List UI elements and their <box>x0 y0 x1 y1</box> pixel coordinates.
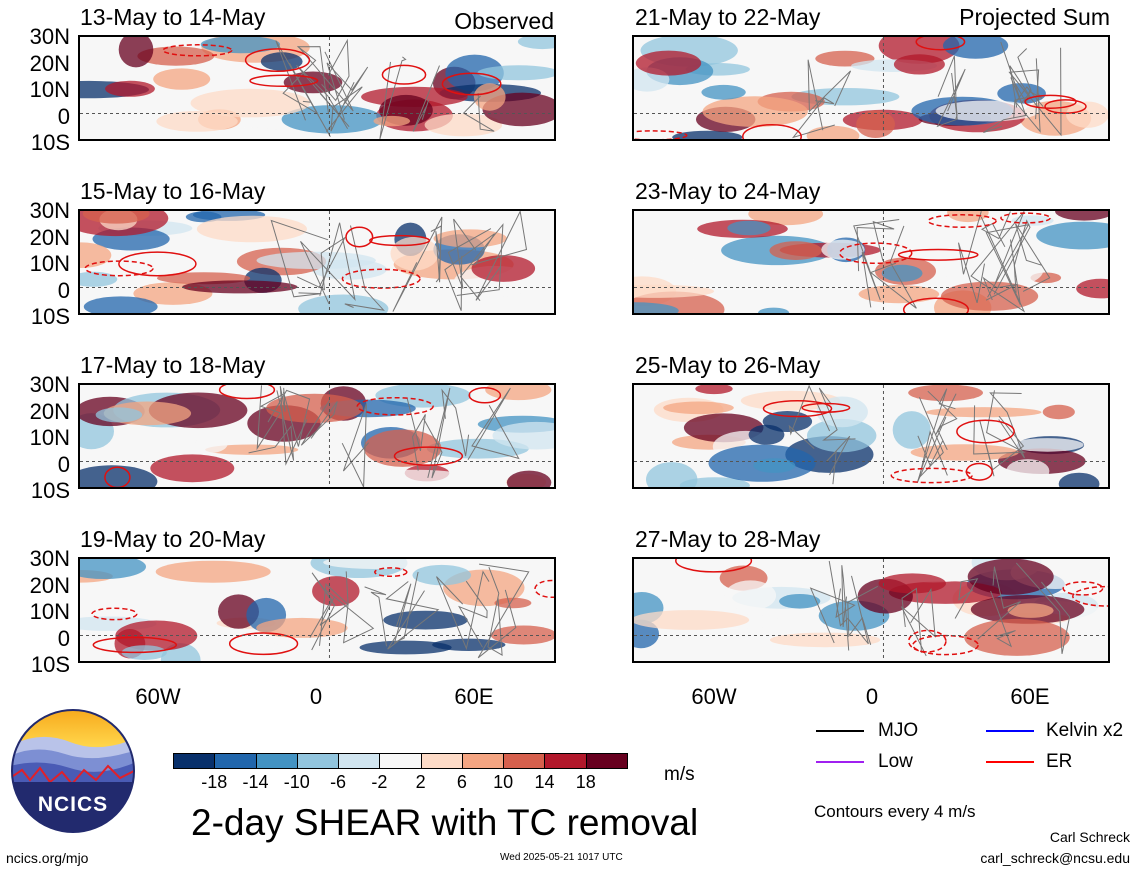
legend-label-low: Low <box>878 751 913 772</box>
x-tick-60e-right: 60E <box>1010 684 1050 709</box>
colorbar-swatch <box>544 753 587 769</box>
ncics-logo: NCICS <box>10 708 136 834</box>
colorbar-swatch <box>503 753 546 769</box>
y-tick-label: 0 <box>57 277 70 303</box>
x-tick-0-left: 0 <box>309 684 323 709</box>
y-tick-label: 10N <box>29 599 70 624</box>
colorbar-label: 10 <box>493 772 514 792</box>
colorbar-swatch <box>214 753 257 769</box>
colorbar-label: 18 <box>575 772 596 792</box>
colorbar-label: -18 <box>201 772 228 792</box>
legend-line-low <box>816 761 864 763</box>
panel-title-obs-1: 13-May to 14-May <box>80 4 266 30</box>
y-tick-label: 20N <box>29 572 70 598</box>
colorbar-labels: -18 -14 -10 -6 -2 2 6 10 14 18 <box>173 773 627 793</box>
map-panel-obs-2 <box>78 209 556 315</box>
colorbar-swatch <box>379 753 422 769</box>
y-tick-label: 10N <box>29 425 70 450</box>
map-panel-proj-3 <box>632 383 1110 489</box>
map-panel-obs-1 <box>78 35 556 141</box>
y-tick-label: 20N <box>29 224 70 250</box>
legend-line-mjo <box>816 730 864 732</box>
legend-line-kelvin <box>986 730 1034 732</box>
y-tick-label: 0 <box>57 451 70 477</box>
colorbar-swatch <box>173 753 216 769</box>
y-tick-label: 10S <box>30 130 70 155</box>
map-panel-proj-4 <box>632 557 1110 663</box>
colorbar-swatch <box>255 753 298 769</box>
projected-sum-label: Projected Sum <box>959 4 1110 30</box>
y-tick-label: 30N <box>29 24 70 49</box>
contour-note: Contours every 4 m/s <box>814 802 976 821</box>
colorbar-label: -2 <box>371 772 388 792</box>
y-tick-label: 30N <box>29 546 70 571</box>
colorbar-label: -6 <box>330 772 347 792</box>
panel-title-obs-4: 19-May to 20-May <box>80 526 266 552</box>
map-panel-proj-1 <box>632 35 1110 141</box>
panel-title-proj-1: 21-May to 22-May <box>635 4 821 30</box>
author-email[interactable]: carl_schreck@ncsu.edu <box>980 850 1130 866</box>
map-panel-obs-4 <box>78 557 556 663</box>
colorbar-swatch <box>461 753 505 769</box>
map-panel-proj-2 <box>632 209 1110 315</box>
panel-title-proj-4: 27-May to 28-May <box>635 526 821 552</box>
y-tick-label: 10N <box>29 77 70 102</box>
y-tick-label: 10S <box>30 652 70 677</box>
y-tick-label: 30N <box>29 372 70 397</box>
chart-title: 2-day SHEAR with TC removal <box>191 802 699 843</box>
colorbar-label: 2 <box>415 772 426 792</box>
legend-label-mjo: MJO <box>878 720 919 741</box>
colorbar-swatch <box>585 753 628 769</box>
colorbar-label: 14 <box>534 772 555 792</box>
logo-text: NCICS <box>38 793 108 816</box>
x-tick-60w-left: 60W <box>135 684 181 709</box>
y-tick-label: 0 <box>57 103 70 129</box>
y-tick-label: 30N <box>29 198 70 223</box>
colorbar-label: -10 <box>283 772 310 792</box>
panel-title-proj-3: 25-May to 26-May <box>635 352 821 378</box>
author: Carl Schreck <box>1049 829 1130 845</box>
timestamp: Wed 2025-05-21 1017 UTC <box>500 852 623 863</box>
panel-title-proj-2: 23-May to 24-May <box>635 178 821 204</box>
y-tick-label: 20N <box>29 50 70 76</box>
units-label: m/s <box>664 764 695 785</box>
x-tick-0-right: 0 <box>865 684 879 709</box>
x-tick-60w-right: 60W <box>691 684 737 709</box>
legend-line-er <box>986 761 1034 763</box>
map-panel-obs-3 <box>78 383 556 489</box>
panel-title-obs-2: 15-May to 16-May <box>80 178 266 204</box>
y-tick-label: 10N <box>29 251 70 276</box>
colorbar <box>173 753 628 769</box>
colorbar-swatch <box>296 753 340 769</box>
colorbar-swatch <box>338 753 381 769</box>
x-tick-60e-left: 60E <box>454 684 494 709</box>
observed-label: Observed <box>454 8 554 34</box>
legend-label-er: ER <box>1046 751 1073 772</box>
colorbar-label: 6 <box>456 772 467 792</box>
y-tick-label: 10S <box>30 478 70 503</box>
legend-label-kelvin: Kelvin x2 <box>1046 720 1124 741</box>
legend: MJO Kelvin x2 Low ER <box>816 718 1126 778</box>
y-tick-label: 0 <box>57 625 70 651</box>
panel-title-obs-3: 17-May to 18-May <box>80 352 266 378</box>
colorbar-label: -14 <box>242 772 269 792</box>
y-tick-label: 10S <box>30 304 70 329</box>
y-tick-label: 20N <box>29 398 70 424</box>
colorbar-swatch <box>420 753 463 769</box>
site-link[interactable]: ncics.org/mjo <box>6 850 89 866</box>
